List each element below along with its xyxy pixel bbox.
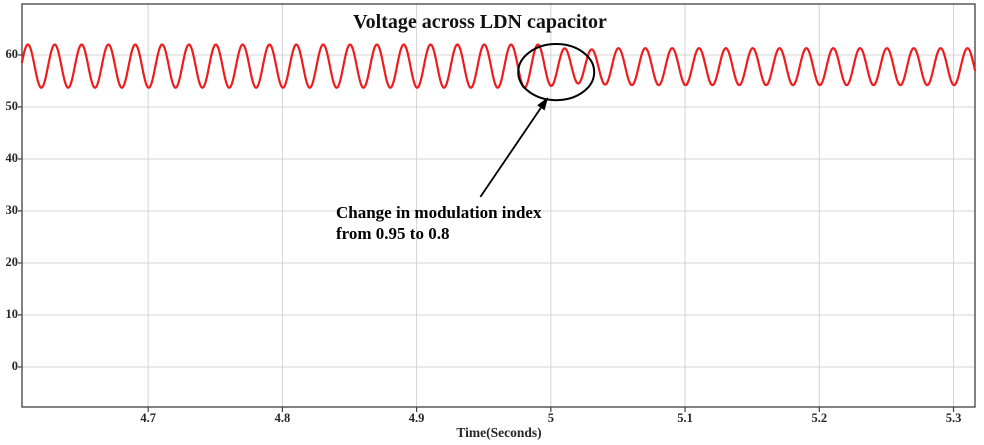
x-axis-label: Time(Seconds) [456,425,542,440]
annotation-text: Change in modulation index from 0.95 to … [336,202,541,244]
annotation-arrow-head [537,97,549,111]
axes-border [21,3,976,408]
annotation-arrow-line [479,107,542,198]
annotation-line-2: from 0.95 to 0.8 [336,224,450,243]
highlight-ellipse [517,43,596,102]
annotation-line-1: Change in modulation index [336,203,542,222]
voltage-waveform [20,43,977,89]
chart-title: Voltage across LDN capacitor [353,11,607,33]
